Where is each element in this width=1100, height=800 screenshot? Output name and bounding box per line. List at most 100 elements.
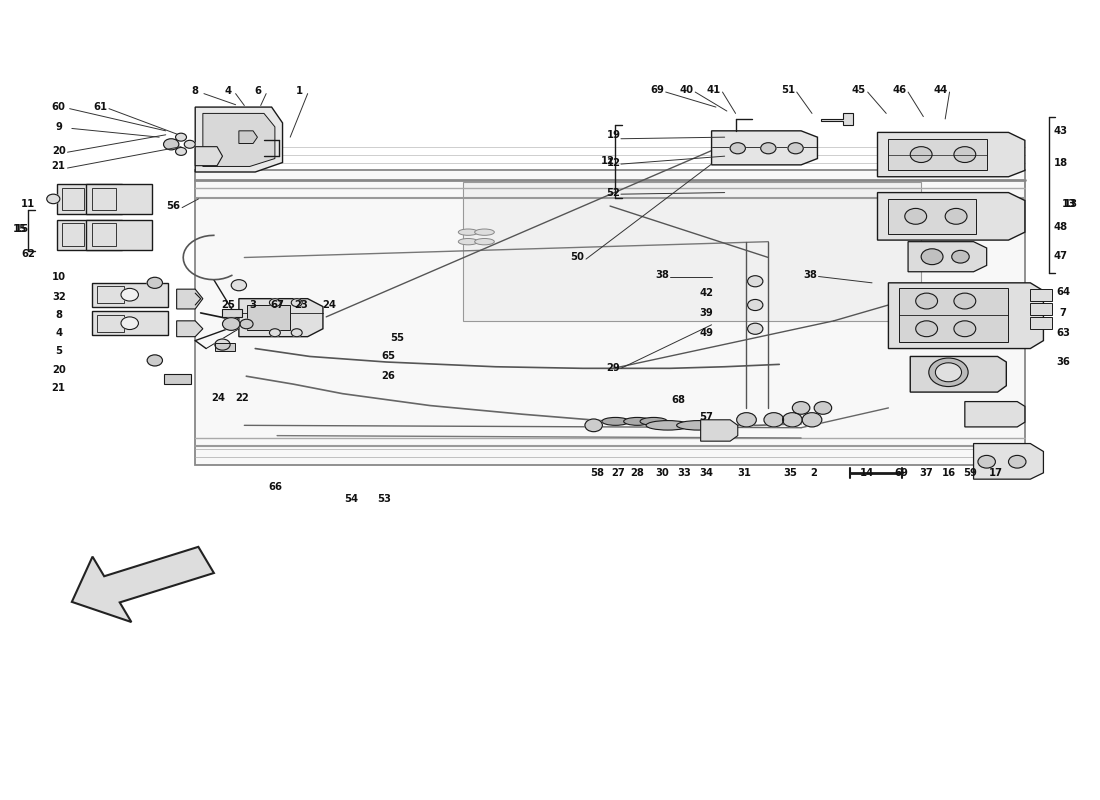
- Text: 2: 2: [811, 468, 817, 478]
- Bar: [164, 374, 190, 384]
- Polygon shape: [239, 298, 323, 337]
- Text: 30: 30: [656, 468, 669, 478]
- Text: 31: 31: [737, 468, 751, 478]
- Text: 24: 24: [322, 300, 337, 310]
- Bar: [91, 311, 168, 335]
- Circle shape: [270, 298, 280, 306]
- Text: 12: 12: [601, 156, 615, 166]
- Text: 38: 38: [803, 270, 817, 280]
- Polygon shape: [239, 131, 257, 143]
- Ellipse shape: [640, 418, 668, 426]
- Text: 17: 17: [989, 468, 1002, 478]
- Text: 63: 63: [1056, 328, 1070, 338]
- Text: 34: 34: [700, 468, 713, 478]
- Bar: [62, 188, 84, 210]
- Text: 43: 43: [1054, 126, 1068, 136]
- Text: 24: 24: [211, 394, 226, 403]
- Polygon shape: [195, 146, 222, 166]
- Circle shape: [176, 134, 187, 141]
- Circle shape: [730, 142, 746, 154]
- Polygon shape: [909, 242, 987, 272]
- Text: 4: 4: [224, 86, 231, 96]
- Text: 59: 59: [964, 468, 977, 478]
- Circle shape: [915, 321, 937, 337]
- Circle shape: [782, 413, 802, 427]
- Text: 4: 4: [55, 328, 63, 338]
- Polygon shape: [222, 309, 242, 317]
- Circle shape: [222, 318, 240, 330]
- Circle shape: [46, 194, 59, 204]
- Circle shape: [292, 329, 302, 337]
- Text: 15: 15: [12, 224, 26, 234]
- Text: 38: 38: [656, 270, 670, 280]
- Bar: [91, 223, 116, 246]
- Text: 11: 11: [21, 198, 35, 209]
- Bar: [56, 184, 122, 214]
- Circle shape: [147, 278, 163, 288]
- Circle shape: [954, 293, 976, 309]
- Ellipse shape: [624, 418, 651, 426]
- Circle shape: [121, 317, 139, 330]
- Bar: [463, 182, 921, 321]
- Text: 41: 41: [706, 85, 721, 94]
- Circle shape: [748, 299, 763, 310]
- Polygon shape: [177, 289, 202, 309]
- Polygon shape: [72, 547, 213, 622]
- Text: 67: 67: [271, 300, 284, 310]
- Circle shape: [231, 280, 246, 290]
- Polygon shape: [1031, 317, 1053, 329]
- Circle shape: [910, 146, 932, 162]
- Circle shape: [292, 298, 302, 306]
- Text: 53: 53: [377, 494, 390, 504]
- Text: 8: 8: [55, 310, 63, 320]
- Text: 26: 26: [382, 371, 395, 382]
- Text: 62: 62: [21, 249, 35, 258]
- Text: 39: 39: [700, 308, 713, 318]
- Text: 69: 69: [894, 468, 909, 478]
- Polygon shape: [910, 357, 1006, 392]
- Text: 12: 12: [606, 158, 620, 167]
- Polygon shape: [1031, 303, 1053, 315]
- Circle shape: [954, 146, 976, 162]
- Text: 37: 37: [920, 468, 934, 478]
- Bar: [214, 343, 234, 351]
- Ellipse shape: [676, 421, 720, 430]
- Bar: [97, 314, 124, 332]
- Bar: [86, 184, 152, 214]
- Circle shape: [737, 413, 757, 427]
- Text: 52: 52: [606, 187, 620, 198]
- Text: 61: 61: [94, 102, 108, 112]
- Text: 69: 69: [650, 85, 664, 94]
- Circle shape: [978, 455, 996, 468]
- Circle shape: [1009, 455, 1026, 468]
- Polygon shape: [195, 107, 283, 172]
- Polygon shape: [701, 420, 738, 441]
- Circle shape: [802, 413, 822, 427]
- Text: 28: 28: [630, 468, 645, 478]
- Text: 51: 51: [781, 85, 795, 94]
- Polygon shape: [889, 283, 1044, 349]
- Text: 29: 29: [606, 363, 620, 374]
- Bar: [62, 223, 84, 246]
- Polygon shape: [878, 133, 1025, 177]
- Circle shape: [905, 209, 926, 224]
- Circle shape: [761, 142, 776, 154]
- Bar: [246, 305, 290, 330]
- Text: 42: 42: [700, 288, 713, 298]
- Text: 40: 40: [680, 85, 693, 94]
- Circle shape: [748, 323, 763, 334]
- Text: 47: 47: [1054, 251, 1068, 261]
- Polygon shape: [177, 321, 202, 337]
- Circle shape: [921, 249, 943, 265]
- Ellipse shape: [602, 418, 629, 426]
- Circle shape: [176, 147, 187, 155]
- Polygon shape: [878, 193, 1025, 240]
- Polygon shape: [974, 443, 1044, 479]
- Text: 50: 50: [571, 253, 584, 262]
- Circle shape: [788, 142, 803, 154]
- Text: 46: 46: [892, 85, 906, 94]
- Text: 35: 35: [783, 468, 798, 478]
- Text: 6: 6: [254, 86, 261, 96]
- Polygon shape: [821, 114, 854, 125]
- Text: 33: 33: [678, 468, 691, 478]
